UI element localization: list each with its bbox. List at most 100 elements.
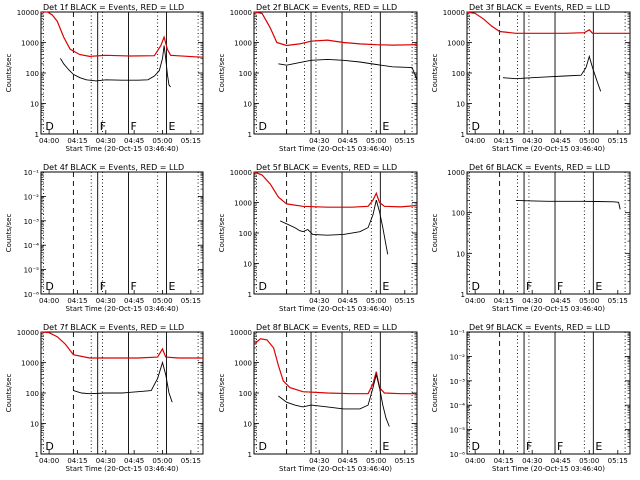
series-lld [41, 11, 204, 58]
x-tick-label: 04:30 [96, 297, 116, 305]
y-tick-label: 100 [26, 390, 39, 398]
plot-frame [253, 11, 418, 135]
y-tick-label: 1000 [21, 360, 39, 368]
x-tick-label: 04:15 [494, 137, 514, 145]
x-tick-label: 04:00 [465, 297, 485, 305]
y-tick-label: 100 [239, 390, 252, 398]
series-events [73, 360, 173, 403]
chart-panel-5: Det 5f BLACK = Events, RED = LLD 1 10 100 10… [218, 163, 418, 313]
event-marker-label: E [595, 280, 602, 293]
x-tick-label: 04:45 [338, 457, 358, 465]
series-lld [253, 338, 417, 395]
x-tick-label: 05:00 [152, 137, 172, 145]
x-tick-label: 04:30 [522, 137, 542, 145]
event-marker-label: D [471, 120, 479, 133]
event-marker-label: F [557, 280, 563, 293]
y-tick-label: 100 [452, 210, 465, 218]
x-tick-label: 05:00 [579, 137, 599, 145]
y-tick-label: 10⁻⁵ [450, 427, 466, 435]
event-marker-label: E [382, 280, 389, 293]
y-tick-label: 1000 [234, 360, 252, 368]
x-tick-label: 04:15 [494, 297, 514, 305]
x-tick-label: 05:15 [395, 297, 415, 305]
x-tick-label: 04:30 [522, 297, 542, 305]
plot-frame [253, 171, 418, 295]
y-axis-label: Counts/sec [5, 54, 13, 93]
y-tick-label: 10⁻⁴ [450, 402, 466, 410]
chart-title: Det 7f BLACK = Events, RED = LLD [43, 323, 184, 332]
y-tick-label: 10 [456, 250, 465, 258]
y-tick-label: 10⁻¹ [24, 169, 40, 177]
y-axis-label: Counts/sec [431, 214, 439, 253]
event-marker-label: D [45, 440, 53, 453]
event-marker-label: E [595, 440, 602, 453]
chart-title: Det 4f BLACK = Events, RED = LLD [43, 163, 184, 172]
y-tick-label: 1000 [234, 200, 252, 208]
x-tick-label: 05:00 [152, 297, 172, 305]
x-axis-label: Start Time (20-Oct-15 03:46:40) [279, 465, 392, 473]
x-tick-label: 04:15 [494, 457, 514, 465]
y-tick-label: 10000 [443, 9, 465, 17]
event-marker-label: D [45, 280, 53, 293]
x-tick-label: 04:45 [338, 137, 358, 145]
y-tick-label: 10⁻⁶ [450, 451, 466, 459]
y-tick-label: 1 [248, 291, 252, 299]
y-axis-label: Counts/sec [218, 214, 226, 253]
x-tick-label: 05:00 [152, 457, 172, 465]
x-tick-label: 04:30 [309, 137, 329, 145]
x-axis-label: Start Time (20-Oct-15 03:46:40) [66, 465, 179, 473]
x-tick-label: 05:15 [395, 457, 415, 465]
chart-title: Det 6f BLACK = Events, RED = LLD [469, 163, 610, 172]
y-tick-label: 10 [456, 101, 465, 109]
event-marker-label: F [100, 280, 106, 293]
y-tick-label: 10000 [230, 9, 252, 17]
x-tick-label: 04:15 [67, 137, 87, 145]
y-tick-label: 10000 [230, 329, 252, 337]
x-axis-label: Start Time (20-Oct-15 03:46:40) [66, 145, 179, 153]
chart-title: Det 3f BLACK = Events, RED = LLD [469, 3, 610, 12]
y-tick-label: 10⁻⁵ [24, 267, 40, 275]
y-tick-label: 1 [461, 291, 465, 299]
y-tick-label: 10⁻³ [24, 218, 40, 226]
x-tick-label: 04:00 [465, 137, 485, 145]
chart-panel-6: Det 6f BLACK = Events, RED = LLD 1 10 100 10… [431, 163, 631, 313]
x-tick-label: 05:00 [579, 457, 599, 465]
plot-frame [40, 171, 204, 295]
x-tick-label: 04:30 [309, 297, 329, 305]
y-tick-label: 10000 [17, 9, 39, 17]
event-marker-label: F [526, 280, 532, 293]
x-tick-label: 05:00 [579, 297, 599, 305]
series-events [279, 199, 389, 255]
x-tick-label: 05:15 [608, 457, 628, 465]
event-marker-label: D [258, 120, 266, 133]
plot-frame [466, 331, 631, 455]
x-tick-label: 04:00 [39, 137, 59, 145]
x-axis-label: Start Time (20-Oct-15 03:46:40) [279, 145, 392, 153]
x-tick-label: 04:15 [67, 457, 87, 465]
y-tick-label: 10 [243, 421, 252, 429]
series-lld [253, 11, 418, 47]
event-marker-label: D [258, 280, 266, 293]
y-tick-label: 10⁻² [450, 353, 466, 361]
y-axis-label: Counts/sec [218, 374, 226, 413]
series-lld [253, 171, 418, 208]
y-tick-label: 10000 [17, 329, 39, 337]
x-axis-label: Start Time (20-Oct-15 03:46:40) [492, 465, 605, 473]
series-lld [40, 331, 203, 359]
y-tick-label: 1 [248, 131, 252, 139]
x-tick-label: 05:15 [181, 457, 201, 465]
series-events [278, 374, 390, 427]
x-axis-label: Start Time (20-Oct-15 03:46:40) [66, 305, 179, 313]
chart-panel-4: Det 4f BLACK = Events, RED = LLD 10⁻⁶ 10⁻⁵… [5, 163, 204, 313]
event-marker-label: E [382, 120, 389, 133]
event-marker-label: F [100, 120, 106, 133]
y-tick-label: 1 [35, 451, 39, 459]
x-tick-label: 04:30 [96, 457, 116, 465]
y-axis-label: Counts/sec [431, 374, 439, 413]
y-tick-label: 1000 [447, 169, 465, 177]
series-events [515, 199, 621, 210]
x-tick-label: 04:45 [124, 137, 144, 145]
y-tick-label: 10 [30, 101, 39, 109]
x-tick-label: 04:00 [39, 457, 59, 465]
event-marker-label: D [471, 440, 479, 453]
